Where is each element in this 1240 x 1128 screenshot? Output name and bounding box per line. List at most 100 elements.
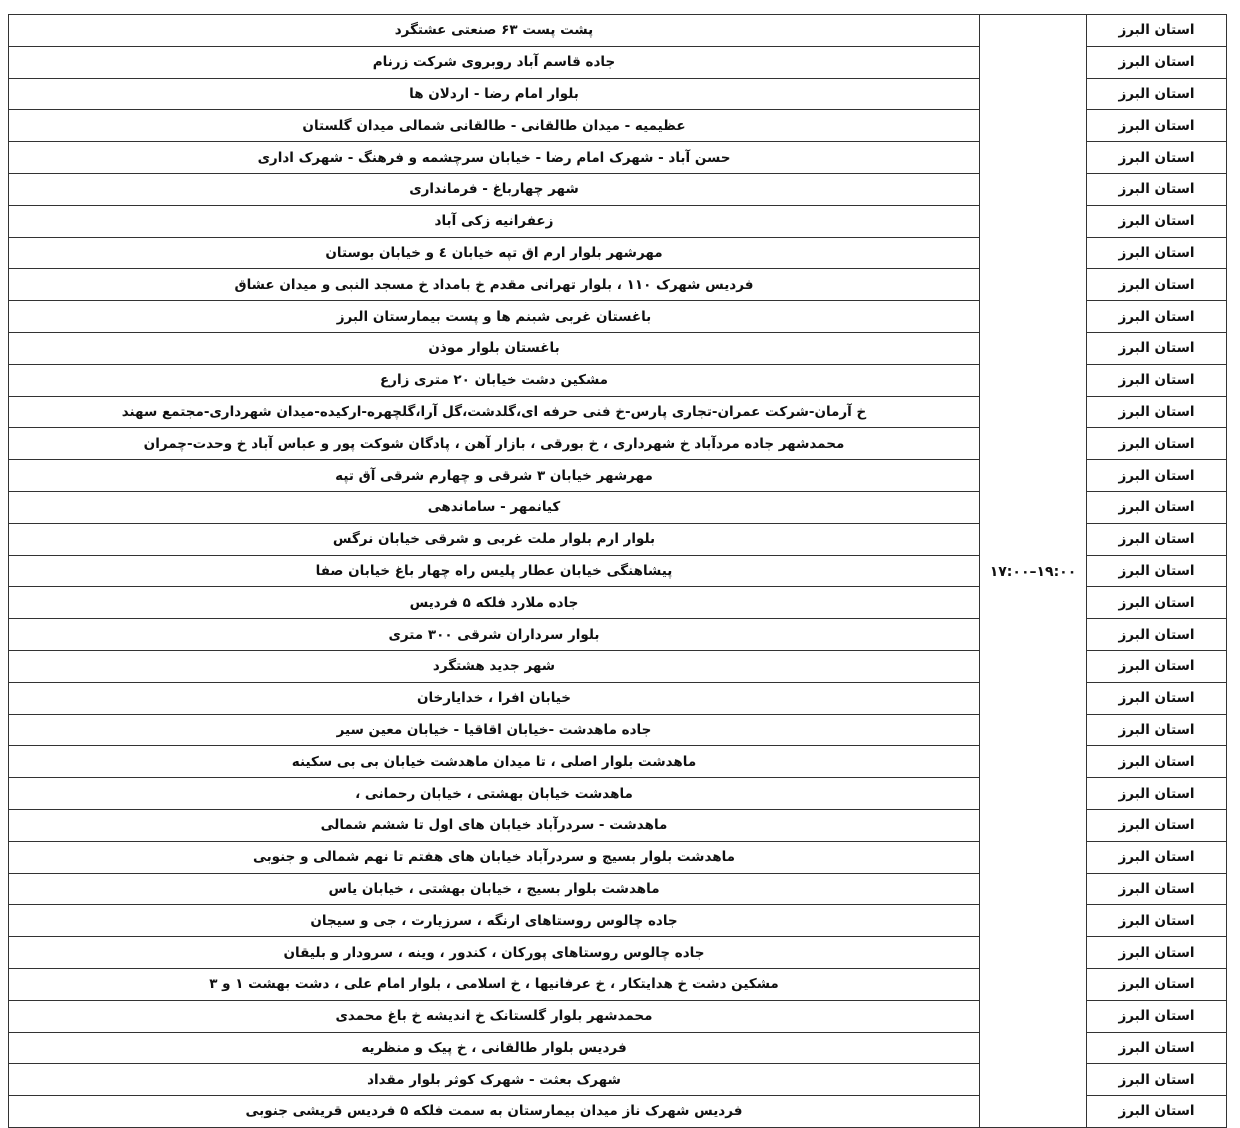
province-cell: استان البرز xyxy=(1086,586,1227,620)
province-cell: استان البرز xyxy=(1086,363,1227,397)
address-cell: زعفرانیه زکی آباد xyxy=(8,204,980,238)
address-cell: عظیمیه - میدان طالقانی - طالقانی شمالی م… xyxy=(8,109,980,143)
address-cell: فردیس شهرک ناز میدان بیمارستان به سمت فل… xyxy=(8,1095,980,1128)
address-cell: بلوار ارم بلوار ملت غربی و شرقی خیابان ن… xyxy=(8,522,980,556)
table-row: استان البرز جاده قاسم آباد روبروی شرکت زر… xyxy=(8,45,1227,79)
province-cell: استان البرز xyxy=(1086,554,1227,588)
address-cell: جاده ماهدشت -خیابان اقاقیا - خیابان معین… xyxy=(8,713,980,747)
table-row: استان البرز مشکین دشت خیابان ۲۰ متری زارع xyxy=(8,363,1227,397)
address-cell: جاده چالوس روستاهای پورکان ، کندور ، وین… xyxy=(8,936,980,969)
address-cell: مشکین دشت خ هدایتکار ، خ عرفانیها ، خ اس… xyxy=(8,967,980,1001)
address-cell: ماهدشت - سردرآباد خیابان های اول تا ششم … xyxy=(8,808,980,842)
address-cell: مشکین دشت خیابان ۲۰ متری زارع xyxy=(8,363,980,397)
address-cell: ماهدشت بلوار اصلی ، تا میدان ماهدشت خیاب… xyxy=(8,745,980,779)
address-cell: فردیس شهرک ۱۱۰ ، بلوار تهرانی مقدم خ بام… xyxy=(8,268,980,302)
table-row: استان البرز عظیمیه - میدان طالقانی - طالق… xyxy=(8,109,1227,143)
province-cell: استان البرز xyxy=(1086,490,1227,524)
table-row: استان البرز فردیس شهرک ناز میدان بیمارستا… xyxy=(8,1095,1227,1128)
address-cell: مهرشهر بلوار ارم اق تپه خیابان ٤ و خیابا… xyxy=(8,236,980,270)
table-row: استان البرز حسن آباد - شهرک امام رضا - خی… xyxy=(8,141,1227,174)
province-cell: استان البرز xyxy=(1086,618,1227,651)
table-row: استان البرز بلوار امام رضا - اردلان ها xyxy=(8,77,1227,111)
province-cell: استان البرز xyxy=(1086,459,1227,492)
province-cell: استان البرز xyxy=(1086,999,1227,1033)
province-cell: استان البرز xyxy=(1086,840,1227,874)
address-cell: ماهدشت بلوار بسیج ، خیابان بهشتی ، خیابا… xyxy=(8,872,980,906)
province-cell: استان البرز xyxy=(1086,522,1227,556)
province-cell: استان البرز xyxy=(1086,808,1227,842)
province-cell: استان البرز xyxy=(1086,268,1227,302)
table-row: استان البرز ماهدشت بلوار بسیج ، خیابان به… xyxy=(8,872,1227,906)
province-cell: استان البرز xyxy=(1086,967,1227,1001)
address-cell: فردیس بلوار طالقانی ، خ پیک و منظریه xyxy=(8,1031,980,1065)
table-row: استان البرز مهرشهر بلوار ارم اق تپه خیابا… xyxy=(8,236,1227,270)
table-row: استان البرز پیشاهنگی خیابان عطار پلیس راه… xyxy=(8,554,1227,588)
province-cell: استان البرز xyxy=(1086,681,1227,715)
address-cell: ماهدشت بلوار بسیج و سردرآباد خیابان های … xyxy=(8,840,980,874)
address-cell: شهر جدید هشتگرد xyxy=(8,649,980,683)
address-cell: جاده چالوس روستاهای ارنگه ، سرزیارت ، جی… xyxy=(8,904,980,938)
province-cell: استان البرز xyxy=(1086,45,1227,79)
outage-schedule-table: استان البرز ۱۷:۰۰–۱۹:۰۰ پشت پست ۶۳ صنعتی ع… xyxy=(8,14,1227,1128)
province-cell: استان البرز xyxy=(1086,713,1227,747)
province-cell: استان البرز xyxy=(1086,77,1227,111)
province-cell: استان البرز xyxy=(1086,1063,1227,1097)
address-cell: باغستان بلوار موذن xyxy=(8,331,980,365)
address-cell: شهر چهارباغ - فرمانداری xyxy=(8,172,980,206)
table-row: استان البرز زعفرانیه زکی آباد xyxy=(8,204,1227,238)
table-row: استان البرز شهر چهارباغ - فرمانداری xyxy=(8,172,1227,206)
address-cell: بلوار امام رضا - اردلان ها xyxy=(8,77,980,111)
province-cell: استان البرز xyxy=(1086,745,1227,779)
province-cell: استان البرز xyxy=(1086,141,1227,174)
table-row: استان البرز خ آرمان-شرکت عمران-تجاری پارس… xyxy=(8,395,1227,429)
table-row: استان البرز شهرک بعثت - شهرک کوثر بلوار م… xyxy=(8,1063,1227,1097)
table-row: استان البرز باغستان بلوار موذن xyxy=(8,331,1227,365)
province-cell: استان البرز xyxy=(1086,395,1227,429)
address-cell: پیشاهنگی خیابان عطار پلیس راه چهار باغ خ… xyxy=(8,554,980,588)
address-cell: شهرک بعثت - شهرک کوثر بلوار مقداد xyxy=(8,1063,980,1097)
table-row: استان البرز جاده ملارد فلکه ۵ فردیس xyxy=(8,586,1227,620)
province-cell: استان البرز xyxy=(1086,872,1227,906)
address-cell: خ آرمان-شرکت عمران-تجاری پارس-خ فنی حرفه… xyxy=(8,395,980,429)
address-cell: خیابان افرا ، خدایارخان xyxy=(8,681,980,715)
province-cell: استان البرز xyxy=(1086,236,1227,270)
province-cell: استان البرز xyxy=(1086,109,1227,143)
table-row: استان البرز مهرشهر خیابان ۳ شرقی و چهارم … xyxy=(8,459,1227,492)
table-row: استان البرز فردیس بلوار طالقانی ، خ پیک و… xyxy=(8,1031,1227,1065)
address-cell: محمدشهر بلوار گلستانک خ اندیشه خ باغ محم… xyxy=(8,999,980,1033)
table-row: استان البرز محمدشهر جاده مردآباد خ شهردار… xyxy=(8,427,1227,461)
province-cell: استان البرز xyxy=(1086,172,1227,206)
address-cell: بلوار سرداران شرقی ۳۰۰ متری xyxy=(8,618,980,651)
table-row: استان البرز جاده چالوس روستاهای ارنگه ، س… xyxy=(8,904,1227,938)
province-cell: استان البرز xyxy=(1086,14,1227,47)
address-cell: مهرشهر خیابان ۳ شرقی و چهارم شرقی آق تپه xyxy=(8,459,980,492)
province-cell: استان البرز xyxy=(1086,1095,1227,1128)
table-row: استان البرز شهر جدید هشتگرد xyxy=(8,649,1227,683)
province-cell: استان البرز xyxy=(1086,777,1227,810)
province-cell: استان البرز xyxy=(1086,1031,1227,1065)
province-cell: استان البرز xyxy=(1086,427,1227,461)
address-cell: جاده ملارد فلکه ۵ فردیس xyxy=(8,586,980,620)
table-row: استان البرز فردیس شهرک ۱۱۰ ، بلوار تهرانی… xyxy=(8,268,1227,302)
table-row: استان البرز خیابان افرا ، خدایارخان xyxy=(8,681,1227,715)
address-cell: پشت پست ۶۳ صنعتی عشتگرد xyxy=(8,14,980,47)
table-row: استان البرز محمدشهر بلوار گلستانک خ اندیش… xyxy=(8,999,1227,1033)
province-cell: استان البرز xyxy=(1086,649,1227,683)
address-cell: محمدشهر جاده مردآباد خ شهرداری ، خ بورقی… xyxy=(8,427,980,461)
table-row: استان البرز مشکین دشت خ هدایتکار ، خ عرفا… xyxy=(8,967,1227,1001)
province-cell: استان البرز xyxy=(1086,204,1227,238)
address-cell: جاده قاسم آباد روبروی شرکت زرنام xyxy=(8,45,980,79)
province-cell: استان البرز xyxy=(1086,300,1227,333)
table-row: استان البرز بلوار سرداران شرقی ۳۰۰ متری xyxy=(8,618,1227,651)
province-cell: استان البرز xyxy=(1086,936,1227,969)
address-cell: ماهدشت خیابان بهشتی ، خیابان رحمانی ، xyxy=(8,777,980,810)
province-cell: استان البرز xyxy=(1086,331,1227,365)
address-cell: حسن آباد - شهرک امام رضا - خیابان سرچشمه… xyxy=(8,141,980,174)
table-row: استان البرز ۱۷:۰۰–۱۹:۰۰ پشت پست ۶۳ صنعتی ع… xyxy=(8,14,1227,1128)
address-cell: کیانمهر - ساماندهی xyxy=(8,490,980,524)
address-cell: باغستان غربی شبنم ها و پست بیمارستان الب… xyxy=(8,300,980,333)
table-row: استان البرز ماهدشت خیابان بهشتی ، خیابان … xyxy=(8,777,1227,810)
table-row: استان البرز جاده ماهدشت -خیابان اقاقیا - … xyxy=(8,713,1227,747)
time-range-cell: ۱۷:۰۰–۱۹:۰۰ xyxy=(979,14,1087,1128)
province-cell: استان البرز xyxy=(1086,904,1227,938)
